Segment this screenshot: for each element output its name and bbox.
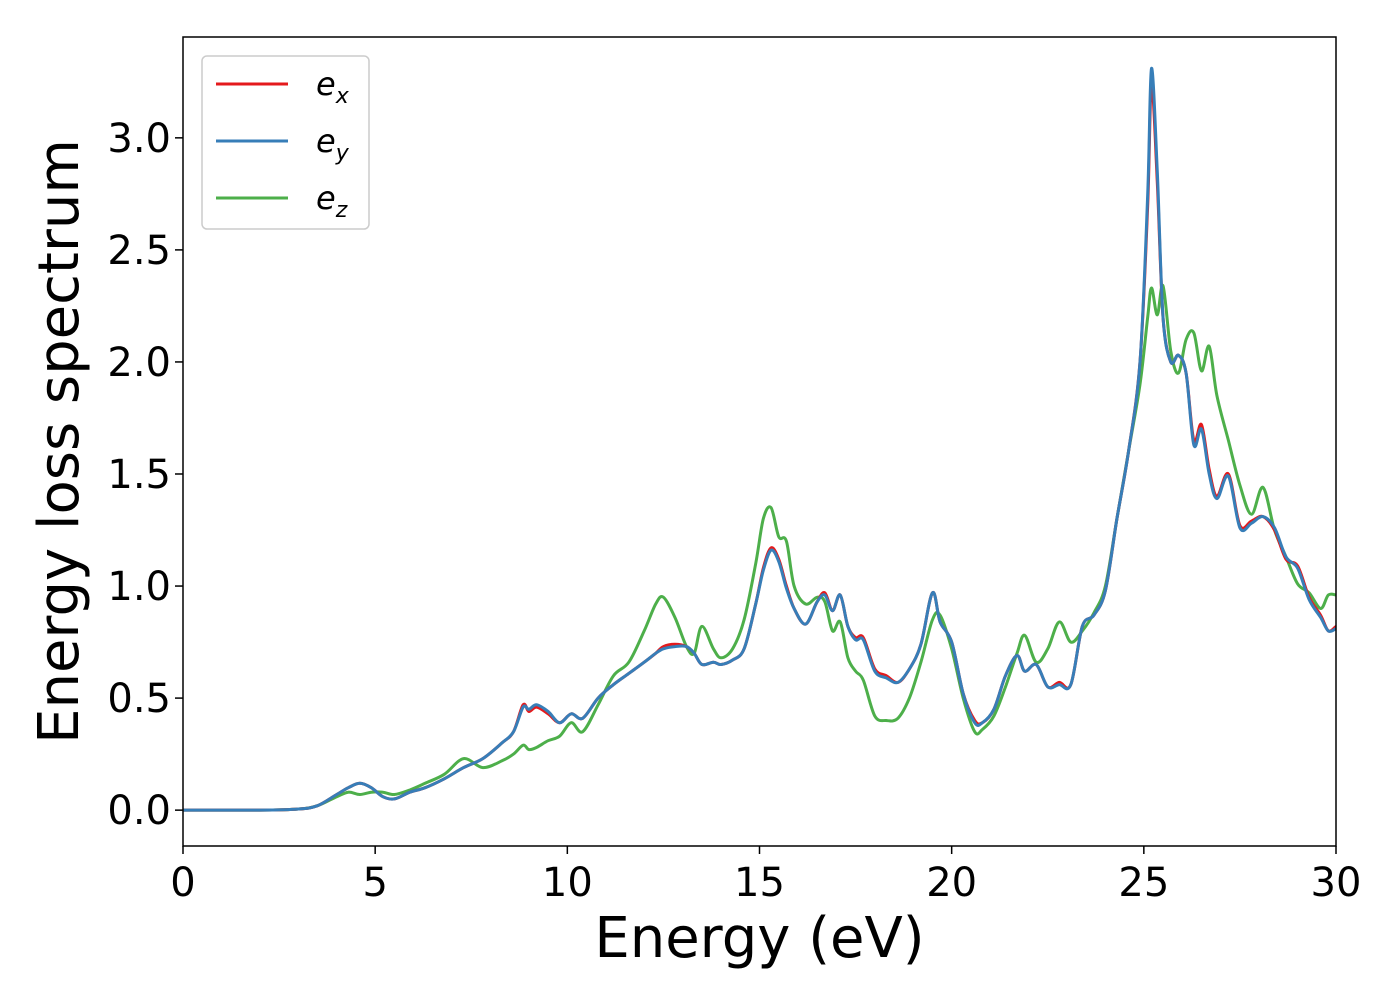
x-tick-label: 0 (170, 860, 195, 906)
y-tick-label: 0.0 (107, 788, 171, 834)
x-tick-label: 30 (1311, 860, 1362, 906)
x-tick-label: 25 (1118, 860, 1169, 906)
series-layer (183, 66, 1336, 812)
x-tick-label: 15 (734, 860, 785, 906)
legend-label-e-z: ez (316, 179, 348, 223)
y-tick-label: 1.5 (107, 452, 171, 498)
x-axis-ticks: 0 5 10 15 20 25 30 (170, 846, 1361, 906)
series-line-e-y (183, 66, 1336, 812)
legend-label-e-x: ex (316, 65, 350, 109)
series-line-e-z (183, 283, 1336, 812)
y-axis-ticks: 0.0 0.5 1.0 1.5 2.0 2.5 3.0 (107, 116, 183, 834)
x-tick-label: 20 (926, 860, 977, 906)
y-tick-label: 1.0 (107, 564, 171, 610)
legend: ex ey ez (201, 55, 370, 230)
x-tick-label: 10 (542, 860, 593, 906)
legend-label-e-y: ey (316, 122, 350, 166)
y-tick-label: 3.0 (107, 116, 171, 162)
y-tick-label: 2.5 (107, 228, 171, 274)
y-axis-label: Energy loss spectrum (27, 139, 92, 744)
x-axis-label: Energy (eV) (594, 906, 924, 971)
y-tick-label: 2.0 (107, 340, 171, 386)
x-tick-label: 5 (362, 860, 387, 906)
y-tick-label: 0.5 (107, 676, 171, 722)
